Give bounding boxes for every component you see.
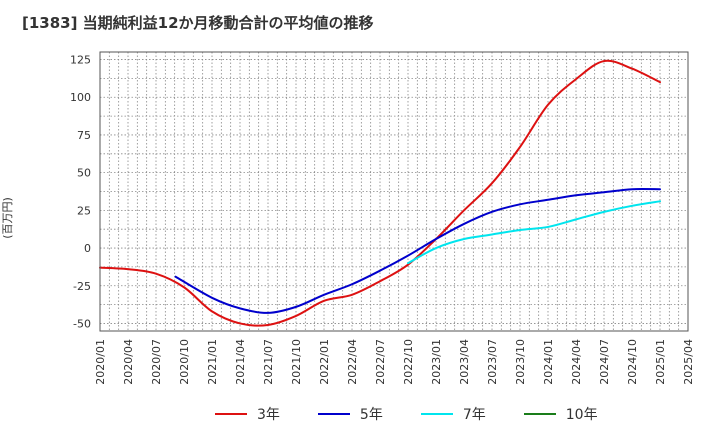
y-axis-label: (百万円)	[0, 197, 14, 239]
x-tick-label: 2025/04	[682, 339, 695, 385]
legend-swatch	[317, 413, 350, 415]
legend-label: 3年	[257, 407, 280, 423]
legend-item: 7年	[420, 404, 486, 424]
y-tick-label: -25	[73, 280, 91, 293]
x-tick-label: 2020/10	[178, 339, 191, 385]
series-line-7年	[407, 200, 661, 265]
legend: 3年 5年 7年 10年	[215, 402, 598, 426]
legend-swatch	[420, 413, 453, 415]
x-tick-label: 2023/07	[486, 339, 499, 385]
x-tick-label: 2022/04	[346, 339, 359, 385]
legend-label: 5年	[359, 407, 383, 423]
x-tick-label: 2024/01	[542, 339, 555, 385]
x-tick-label: 2024/10	[626, 339, 639, 385]
legend-label: 7年	[462, 407, 486, 423]
legend-item: 3年	[215, 404, 280, 424]
x-tick-label: 2022/01	[318, 339, 331, 385]
legend-item: 5年	[317, 404, 383, 424]
legend-item: 10年	[523, 404, 598, 424]
x-tick-label: 2025/01	[654, 339, 667, 385]
plot-frame	[99, 51, 689, 332]
x-tick-label: 2021/01	[206, 339, 219, 385]
y-axis-label-box: (百万円)	[0, 180, 26, 260]
legend-swatch	[523, 413, 556, 415]
y-tick-label: 125	[70, 54, 91, 67]
series-line-3年	[99, 59, 661, 327]
y-tick-label: 50	[77, 167, 91, 180]
x-tick-label: 2023/04	[458, 339, 471, 385]
x-axis-ticks: 2020/01 2020/04 2020/07 2020/10 2021/01 2021/…	[94, 339, 695, 385]
chart-title: [1383] 当期純利益12か月移動合計の平均値の推移	[22, 14, 374, 32]
legend-swatch	[215, 413, 247, 415]
x-tick-label: 2021/04	[234, 339, 247, 385]
y-tick-label: 100	[70, 91, 91, 104]
x-tick-label: 2021/10	[290, 339, 303, 385]
x-tick-label: 2023/01	[430, 339, 443, 385]
x-tick-label: 2022/10	[402, 339, 415, 385]
x-tick-label: 2020/07	[150, 339, 163, 385]
series-line-5年	[174, 188, 661, 314]
y-tick-label: 25	[77, 204, 91, 217]
x-tick-label: 2021/07	[262, 339, 275, 385]
x-tick-label: 2024/04	[570, 339, 583, 385]
grid-lines	[100, 52, 688, 331]
y-axis-ticks: -50 -25 0 25 50 75 100 125	[70, 54, 91, 331]
x-tick-label: 2024/07	[598, 339, 611, 385]
x-tick-label: 2020/04	[122, 339, 135, 385]
y-tick-label: -50	[73, 317, 91, 330]
y-tick-label: 0	[84, 242, 91, 255]
x-tick-label: 2023/10	[514, 339, 527, 385]
x-tick-label: 2020/01	[94, 339, 107, 385]
series-lines	[99, 59, 661, 327]
legend-label: 10年	[565, 407, 598, 423]
x-tick-label: 2022/07	[374, 339, 387, 385]
y-tick-label: 75	[77, 129, 91, 142]
